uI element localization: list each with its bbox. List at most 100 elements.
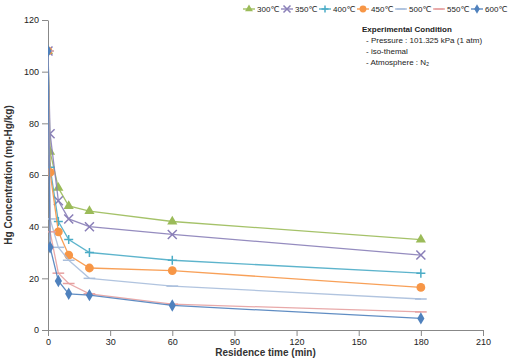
x-tick-label: 30 — [106, 337, 116, 347]
legend-item: 600℃ — [471, 4, 507, 14]
y-tick-mark — [42, 330, 48, 331]
legend-marker — [245, 4, 253, 11]
x-tick-label: 180 — [414, 337, 429, 347]
data-point — [169, 299, 176, 311]
data-point — [416, 234, 426, 243]
legend-item: 450℃ — [357, 5, 393, 14]
annotation-text: - iso-themal — [366, 47, 408, 56]
data-point — [168, 266, 177, 275]
legend-item: 300℃ — [243, 4, 279, 14]
data-point — [64, 214, 73, 223]
data-point — [84, 205, 94, 214]
y-tick-label: 60 — [29, 170, 39, 180]
legend-marker — [322, 6, 329, 13]
y-tick-mark — [42, 227, 48, 228]
y-tick: 0 — [34, 325, 48, 335]
series-line — [48, 51, 421, 299]
legend-marker — [396, 8, 405, 10]
legend-label: 450℃ — [371, 5, 393, 14]
x-tick-mark — [172, 330, 173, 336]
y-tick-label: 40 — [29, 222, 39, 232]
series-line — [48, 51, 421, 287]
data-point — [417, 312, 424, 324]
y-tick-label: 100 — [24, 67, 39, 77]
data-point — [416, 251, 425, 260]
legend-label: 350℃ — [295, 5, 317, 14]
data-point — [84, 278, 96, 280]
series-line — [48, 51, 421, 318]
x-tick-label: 90 — [230, 337, 240, 347]
plot-area: 0 30 60 90 120 150 180 210 0 20 40 60 80 100 120 — [24, 15, 491, 347]
data-point — [85, 222, 94, 231]
y-tick-mark — [42, 20, 48, 21]
x-tick-mark — [110, 330, 111, 336]
legend-label: 550℃ — [447, 5, 469, 14]
y-tick: 100 — [24, 67, 48, 77]
y-tick-label: 20 — [29, 274, 39, 284]
y-tick: 120 — [24, 15, 48, 25]
x-tick-mark — [48, 330, 49, 336]
y-tick-mark — [42, 175, 48, 176]
x-axis: 0 30 60 90 120 150 180 210 — [46, 330, 491, 347]
annotation-text: - Pressure : 101.325 kPa (1 atm) — [366, 36, 482, 45]
legend-item: 400℃ — [319, 5, 355, 14]
series-line — [48, 51, 421, 273]
legend-item: 500℃ — [395, 5, 431, 14]
legend-line — [395, 8, 407, 9]
data-point — [48, 231, 56, 233]
x-tick: 120 — [290, 330, 305, 347]
series-line — [48, 51, 421, 312]
y-tick: 20 — [29, 274, 48, 284]
x-axis-title: Residence time (min) — [215, 347, 316, 358]
legend-marker — [474, 4, 480, 14]
data-point — [415, 298, 427, 300]
data-point — [64, 235, 73, 244]
legend-item: 350℃ — [281, 5, 317, 14]
y-tick-label: 80 — [29, 119, 39, 129]
data-point — [64, 200, 74, 209]
x-tick-mark — [359, 330, 360, 336]
x-tick-label: 120 — [290, 337, 305, 347]
x-tick-label: 0 — [46, 337, 51, 347]
data-point — [63, 260, 75, 262]
y-axis-title: Hg Concentration (mg-Hg/kg) — [3, 105, 14, 244]
y-tick-mark — [42, 278, 48, 279]
x-tick-mark — [297, 330, 298, 336]
data-point — [416, 269, 425, 278]
data-point — [53, 182, 63, 191]
legend-marker — [284, 6, 291, 13]
y-tick: 60 — [29, 170, 48, 180]
data-point — [65, 288, 72, 300]
x-tick-mark — [421, 330, 422, 336]
y-tick: 80 — [29, 119, 48, 129]
x-tick: 90 — [230, 330, 240, 347]
data-point — [416, 283, 425, 292]
series-group — [48, 45, 427, 325]
data-point — [53, 247, 65, 249]
data-point — [48, 241, 54, 253]
x-tick-label: 210 — [476, 337, 491, 347]
x-tick: 210 — [476, 330, 491, 347]
x-tick: 150 — [352, 330, 367, 347]
data-point — [64, 251, 73, 260]
series-line — [48, 51, 421, 240]
x-tick-label: 150 — [352, 337, 367, 347]
data-point — [85, 248, 94, 257]
x-tick: 0 — [46, 330, 51, 347]
data-point — [168, 230, 177, 239]
y-tick-mark — [42, 72, 48, 73]
annotation-text: Experimental Condition — [362, 25, 452, 34]
legend-label: 600℃ — [485, 5, 507, 14]
legend-marker — [434, 8, 443, 10]
x-tick-mark — [483, 330, 484, 336]
data-point — [167, 216, 177, 225]
data-point — [53, 272, 65, 274]
legend: 300℃ 350℃ 400℃ 450℃500℃ 550℃ 600℃ — [243, 4, 507, 14]
legend-label: 400℃ — [333, 5, 355, 14]
y-tick: 40 — [29, 222, 48, 232]
chart: 0306090120150180210020406080100120Reside… — [0, 0, 513, 360]
data-point — [168, 256, 177, 265]
annotation: Experimental Condition - Pressure : 101.3… — [362, 25, 482, 67]
y-tick-mark — [42, 123, 48, 124]
x-tick-label: 60 — [168, 337, 178, 347]
